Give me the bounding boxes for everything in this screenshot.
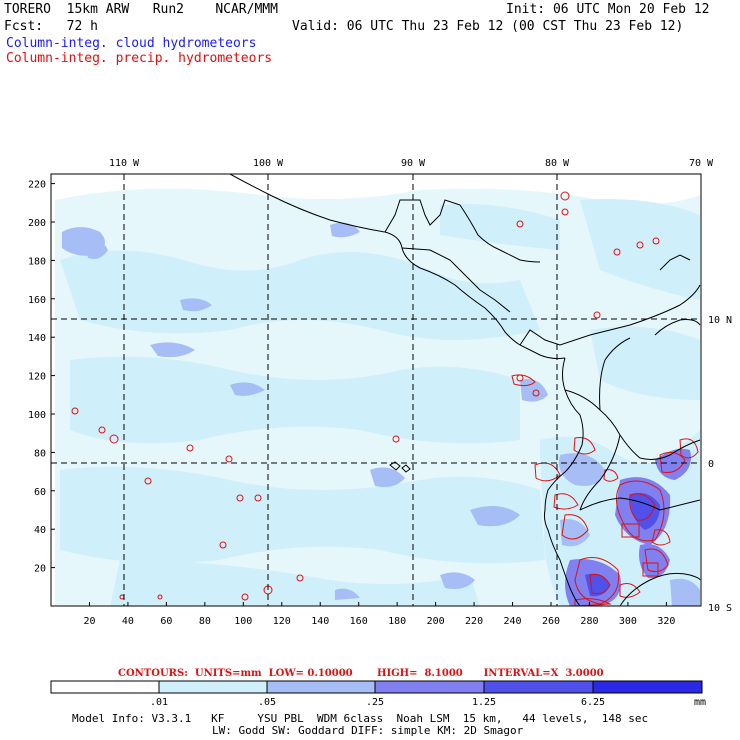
lon-label-70w: 70 W	[689, 158, 714, 169]
x-tick-label: 100	[234, 616, 252, 627]
x-tick-label: 320	[657, 616, 675, 627]
lat-label-0: 0	[708, 459, 714, 470]
y-tick-label: 120	[28, 372, 46, 383]
colorbar-label: 1.25	[472, 697, 496, 708]
model-title: TORERO 15km ARW Run2 NCAR/MMM	[4, 2, 278, 17]
y-tick-label: 160	[28, 295, 46, 306]
y-tick-label: 60	[34, 487, 46, 498]
contours-info: CONTOURS: UNITS=mm LOW= 0.10000 HIGH= 8.…	[118, 668, 604, 679]
coastlines	[229, 174, 701, 606]
x-tick-label: 260	[542, 616, 560, 627]
contour-boxes	[621, 523, 659, 577]
colorbar: .01 .05 .25 1.25 6.25 mm	[50, 680, 706, 708]
x-tick-label: 220	[465, 616, 483, 627]
x-tick-label: 240	[504, 616, 522, 627]
x-tick-label: 140	[311, 616, 329, 627]
x-tick-label: 20	[83, 616, 95, 627]
lat-lon-grid	[51, 174, 701, 606]
x-tick-label: 60	[160, 616, 172, 627]
colorbar-label: .05	[258, 697, 276, 708]
colorbar-label: .01	[150, 697, 168, 708]
model-info-line2: LW: Godd SW: Goddard DIFF: simple KM: 2D…	[212, 724, 524, 737]
init-time: Init: 06 UTC Mon 20 Feb 12	[506, 2, 710, 17]
field-cloud-label: Column-integ. cloud hydrometeors	[6, 36, 257, 51]
model-info-line1: Model Info: V3.3.1 KF YSU PBL WDM 6class…	[72, 712, 649, 725]
valid-time: Valid: 06 UTC Thu 23 Feb 12 (00 CST Thu …	[292, 19, 684, 34]
y-tick-label: 40	[34, 525, 46, 536]
lon-label-90w: 90 W	[401, 158, 426, 169]
y-tick-label: 80	[34, 448, 46, 459]
colorbar-label: .25	[366, 697, 384, 708]
x-tick-label: 40	[122, 616, 134, 627]
x-tick-label: 280	[580, 616, 598, 627]
y-axis-ticks: 220 200 180 160 140 120 100 80 60 40 20	[28, 180, 55, 575]
y-tick-label: 140	[28, 333, 46, 344]
y-tick-label: 20	[34, 564, 46, 575]
x-tick-label: 300	[619, 616, 637, 627]
x-axis-ticks: 20 40 60 80 100 120 140 160 180 200 220 240 260 280 30…	[83, 602, 675, 627]
x-tick-label: 120	[273, 616, 291, 627]
lat-label-10n: 10 N	[708, 315, 732, 326]
map-frame	[50, 173, 702, 607]
precip-contours	[71, 191, 699, 606]
lat-label-10s: 10 S	[708, 603, 732, 614]
x-tick-label: 200	[427, 616, 445, 627]
forecast-hour: Fcst: 72 h	[4, 19, 98, 34]
y-tick-label: 180	[28, 256, 46, 267]
x-tick-label: 160	[350, 616, 368, 627]
lon-label-110w: 110 W	[109, 158, 140, 169]
x-tick-label: 180	[388, 616, 406, 627]
x-tick-label: 80	[199, 616, 211, 627]
lon-label-100w: 100 W	[253, 158, 284, 169]
cloud-hydrometeor-shading	[55, 188, 700, 606]
y-tick-label: 200	[28, 218, 46, 229]
colorbar-label: 6.25	[581, 697, 605, 708]
lon-label-80w: 80 W	[545, 158, 570, 169]
y-tick-label: 220	[28, 180, 46, 191]
colorbar-unit: mm	[694, 697, 706, 708]
field-precip-label: Column-integ. precip. hydrometeors	[6, 51, 273, 66]
y-tick-label: 100	[28, 410, 46, 421]
